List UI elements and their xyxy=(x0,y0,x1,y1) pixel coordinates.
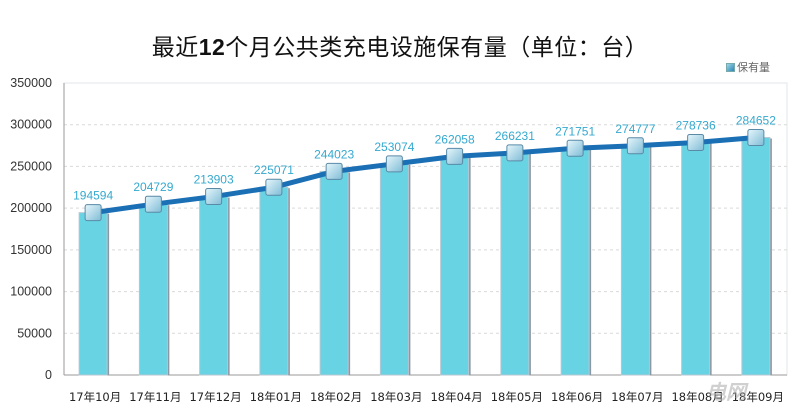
data-marker xyxy=(446,147,464,165)
legend-label: 保有量 xyxy=(737,61,770,74)
data-marker xyxy=(385,155,403,173)
x-tick-label: 18年02月 xyxy=(310,390,362,404)
bar xyxy=(440,155,470,376)
bar xyxy=(199,196,229,376)
data-marker xyxy=(265,178,283,196)
bar xyxy=(259,186,289,376)
watermark: 电网 xyxy=(706,380,746,404)
data-label: 271751 xyxy=(555,124,595,138)
chart-title: 最近12个月公共类充电设施保有量（单位：台） xyxy=(151,34,649,61)
data-label: 262058 xyxy=(435,132,475,146)
x-tick-label: 17年11月 xyxy=(129,390,181,404)
bar xyxy=(620,145,650,376)
data-marker xyxy=(144,195,162,213)
x-tick-label: 18年05月 xyxy=(491,390,543,404)
bar xyxy=(681,141,711,376)
x-tick-label: 18年03月 xyxy=(370,390,422,404)
data-marker xyxy=(687,133,705,151)
bar xyxy=(78,212,108,376)
y-tick-label: 350000 xyxy=(10,76,52,90)
data-marker xyxy=(747,129,765,147)
plot-frame xyxy=(63,82,788,376)
y-tick-label: 150000 xyxy=(10,243,52,257)
data-marker xyxy=(506,144,524,162)
x-tick-label: 18年04月 xyxy=(430,390,482,404)
data-label: 278736 xyxy=(676,118,716,132)
data-label: 244023 xyxy=(314,147,354,161)
x-tick-label: 17年10月 xyxy=(69,390,121,404)
data-marker xyxy=(84,204,102,222)
data-label: 194594 xyxy=(73,189,113,203)
y-tick-label: 100000 xyxy=(10,285,52,299)
data-label: 274777 xyxy=(615,122,655,136)
data-marker xyxy=(626,137,644,155)
trend-line xyxy=(92,135,757,216)
y-tick-label: 200000 xyxy=(10,201,52,215)
x-tick-label: 18年06月 xyxy=(551,390,603,404)
y-tick-label: 50000 xyxy=(17,326,52,340)
y-tick-label: 0 xyxy=(45,368,52,382)
y-tick-label: 250000 xyxy=(10,159,52,173)
x-tick-label: 18年01月 xyxy=(250,390,302,404)
bar xyxy=(379,163,409,376)
data-label: 213903 xyxy=(194,173,234,187)
bar xyxy=(138,203,168,376)
data-label: 266231 xyxy=(495,129,535,143)
bar xyxy=(319,170,349,376)
legend: 保有量 xyxy=(726,59,770,75)
bar xyxy=(500,152,530,376)
data-label: 284652 xyxy=(736,114,776,128)
data-label: 225071 xyxy=(254,163,294,177)
y-tick-label: 300000 xyxy=(10,118,52,132)
data-label: 204729 xyxy=(133,180,173,194)
bar xyxy=(560,147,590,376)
legend-swatch-icon xyxy=(726,62,735,72)
data-label: 253074 xyxy=(374,140,414,154)
bar xyxy=(741,137,771,376)
data-marker xyxy=(205,188,223,206)
x-tick-label: 18年07月 xyxy=(611,390,663,404)
data-marker xyxy=(566,139,584,157)
x-tick-label: 18年08月 xyxy=(671,390,723,404)
x-tick-label: 17年12月 xyxy=(189,390,241,404)
x-tick-label: 18年09月 xyxy=(732,390,784,404)
data-marker xyxy=(325,162,343,180)
